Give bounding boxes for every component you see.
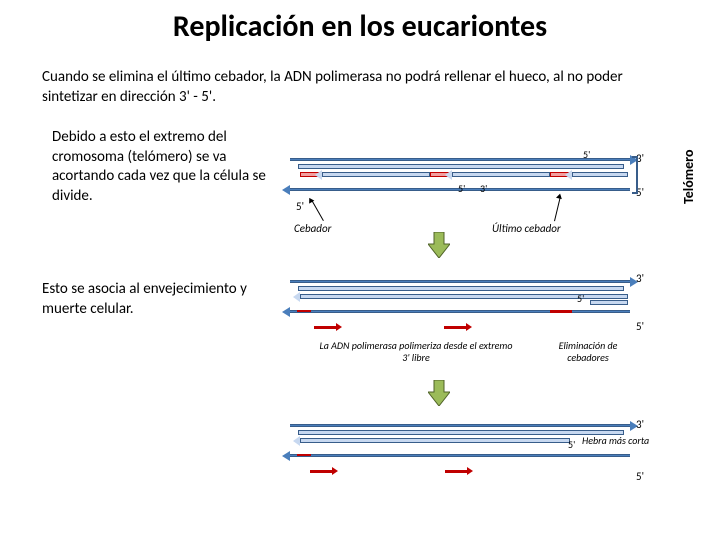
new-dna-segment: [298, 430, 624, 435]
new-dna-segment: [572, 172, 628, 177]
pointer-arrowhead: [556, 193, 563, 199]
new-dna-segment: [300, 438, 570, 443]
label-5prime: 5': [636, 320, 644, 333]
label-5prime: 5': [577, 292, 584, 305]
pointer-arrow: [554, 196, 561, 221]
template-bottom-strand: [290, 454, 630, 457]
gap-marker: [297, 454, 311, 456]
label-5prime: 5': [583, 148, 590, 161]
eliminacion-note: Eliminación de cebadores: [538, 340, 638, 364]
removed-primer-marker: [550, 310, 572, 313]
new-dna-arrowhead: [565, 170, 572, 180]
label-5prime: 5': [458, 182, 465, 195]
telomero-label: Telómero: [680, 149, 697, 204]
template-top-strand: [290, 280, 630, 283]
telomere-bracket: [632, 156, 638, 194]
new-dna-arrowhead: [445, 170, 452, 180]
template-top-strand: [290, 158, 630, 161]
strand-arrowhead-left: [282, 185, 290, 195]
new-dna-arrowhead: [293, 292, 300, 302]
label-3prime: 3': [636, 272, 644, 285]
overhang-segment: [590, 300, 628, 305]
new-dna-segment: [298, 164, 624, 169]
polymerase-extension-arrow: [444, 326, 466, 329]
strand-arrowhead-left: [282, 307, 290, 317]
new-dna-segment: [452, 172, 550, 177]
polymerase-extension-arrow: [314, 326, 336, 329]
template-bottom-strand: [290, 310, 630, 313]
down-arrow-icon: [428, 232, 450, 258]
label-5prime: 5': [636, 470, 644, 483]
new-dna-arrowhead: [293, 436, 300, 446]
new-dna-segment: [322, 172, 430, 177]
replication-diagram: 5' 3' 5' 5' 5' 3' Cebador Último cebador Telómer…: [0, 0, 720, 540]
label-3prime: 3': [636, 418, 644, 431]
polymerase-extension-arrow: [310, 470, 332, 473]
hebra-corta-label: Hebra más corta: [582, 434, 649, 447]
strand-arrowhead-left: [282, 451, 290, 461]
label-5prime: 5': [568, 438, 575, 451]
template-top-strand: [290, 424, 630, 427]
down-arrow-icon: [428, 380, 450, 406]
new-dna-arrowhead: [315, 170, 322, 180]
pointer-arrow: [311, 200, 324, 221]
polimerasa-note: La ADN polimerasa polimeriza desde el ex…: [316, 340, 516, 364]
new-dna-segment: [298, 286, 624, 291]
label-3prime: 3': [480, 182, 487, 195]
polymerase-extension-arrow: [445, 470, 467, 473]
cebador-label: Cebador: [294, 222, 331, 235]
ultimo-cebador-label: Último cebador: [492, 222, 561, 235]
gap-marker: [297, 310, 311, 312]
label-5prime: 5': [296, 200, 304, 213]
